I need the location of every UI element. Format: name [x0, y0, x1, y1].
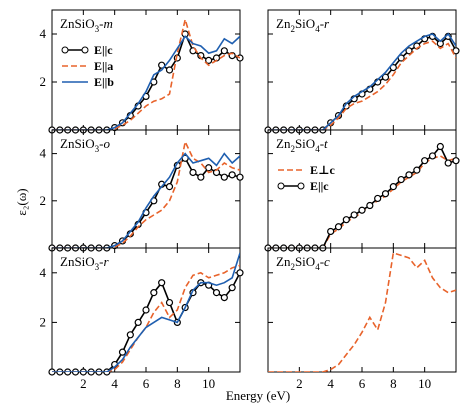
x-tick-label: 2 — [80, 376, 87, 391]
data-point — [142, 306, 150, 314]
data-point — [334, 223, 343, 231]
series-line-solid-circle — [52, 272, 240, 372]
x-axis-label: Energy (eV) — [226, 388, 290, 403]
x-tick-label: 4 — [111, 376, 118, 391]
y-tick-label: 2 — [40, 193, 47, 208]
panel-1: 2 4 ZnSiO3-m E||c E||a E||b — [40, 9, 244, 134]
data-point — [381, 73, 390, 81]
x-tick-label: 10 — [202, 376, 215, 391]
data-point — [189, 168, 197, 177]
panel-3: 2 4 ZnSiO3-o — [40, 129, 244, 252]
x-tick-label: 8 — [174, 376, 181, 391]
data-point — [405, 47, 413, 55]
data-point — [236, 269, 244, 277]
panel-6: 2 4 6 8 10 Zn2SiO4-c — [267, 247, 457, 391]
panel-title: ZnSiO3-m — [60, 16, 113, 34]
series-line-solid — [268, 32, 456, 130]
panel-4: Zn2SiO4-t E⊥c E||c — [264, 129, 460, 252]
y-tick-label: 4 — [40, 265, 47, 280]
legend-label: E⊥c — [310, 163, 336, 177]
y-tick-label: 2 — [40, 74, 47, 89]
data-point — [228, 284, 236, 292]
panel-title: Zn2SiO4-t — [276, 136, 328, 154]
panel-5: 2 4 6 8 10 2 4 ZnSiO3-r — [40, 247, 244, 391]
y-tick-label: 4 — [40, 26, 47, 41]
panel-title: ZnSiO3-o — [60, 136, 111, 154]
data-point — [165, 183, 174, 191]
panel-2: Zn2SiO4-r — [264, 9, 460, 134]
panel-title: Zn2SiO4-c — [276, 254, 330, 272]
data-point — [327, 227, 335, 236]
series-line-dashed — [268, 40, 456, 130]
legend-marker — [61, 46, 69, 54]
data-point — [444, 159, 452, 167]
data-point — [381, 190, 390, 198]
series-line-solid — [52, 252, 240, 372]
y-tick-label: 2 — [40, 314, 47, 329]
data-point — [436, 142, 444, 151]
data-point — [358, 206, 366, 214]
x-tick-label: 2 — [296, 376, 303, 391]
legend-marker — [277, 182, 285, 190]
series-line-dashed — [52, 16, 240, 130]
series-line-solid — [52, 152, 240, 248]
legend-label: E||a — [94, 59, 113, 73]
data-point — [350, 211, 358, 219]
data-point — [212, 289, 221, 297]
data-point — [165, 66, 174, 74]
data-point — [205, 164, 213, 172]
data-point — [236, 173, 244, 181]
legend-marker — [297, 182, 305, 190]
data-point — [126, 331, 134, 339]
x-tick-label: 10 — [418, 376, 431, 391]
data-point — [366, 201, 374, 210]
legend-label: E||b — [94, 75, 114, 89]
data-point — [220, 294, 228, 302]
series-line-solid — [52, 35, 240, 130]
series-line-solid-circle — [268, 35, 456, 130]
data-point — [134, 318, 142, 326]
data-point — [397, 175, 405, 184]
data-point — [342, 216, 350, 224]
x-tick-label: 4 — [327, 376, 334, 391]
data-point — [165, 298, 174, 307]
series-line-dashed — [268, 251, 456, 372]
legend-marker — [81, 46, 89, 54]
data-point — [374, 194, 382, 203]
data-point — [389, 183, 397, 191]
panel-title: Zn2SiO4-r — [276, 16, 330, 34]
series-line-dashed — [52, 264, 240, 372]
legend-label: E||c — [310, 179, 329, 193]
data-point — [452, 157, 460, 165]
x-tick-label: 8 — [390, 376, 397, 391]
data-point — [205, 56, 213, 65]
legend-label: E||c — [94, 43, 113, 57]
y-axis-label: ε₂(ω) — [14, 188, 29, 215]
data-point — [220, 173, 228, 181]
data-point — [228, 171, 236, 179]
x-tick-label: 6 — [359, 376, 366, 391]
data-point — [197, 173, 205, 181]
data-point — [428, 152, 437, 160]
x-tick-label: 6 — [143, 376, 150, 391]
data-point — [421, 157, 429, 165]
y-tick-label: 4 — [40, 146, 47, 161]
data-point — [405, 171, 413, 179]
data-point — [413, 166, 421, 174]
panel-title: ZnSiO3-r — [60, 254, 110, 272]
data-point — [118, 348, 127, 356]
data-point — [220, 47, 228, 55]
series-line-dashed — [52, 139, 240, 248]
data-point — [150, 289, 158, 297]
panels-group: 2 4 ZnSiO3-m E||c E||a E||b Zn2SiO4-r 2 4 ZnSiO3-… — [40, 9, 460, 391]
data-point — [158, 279, 166, 287]
